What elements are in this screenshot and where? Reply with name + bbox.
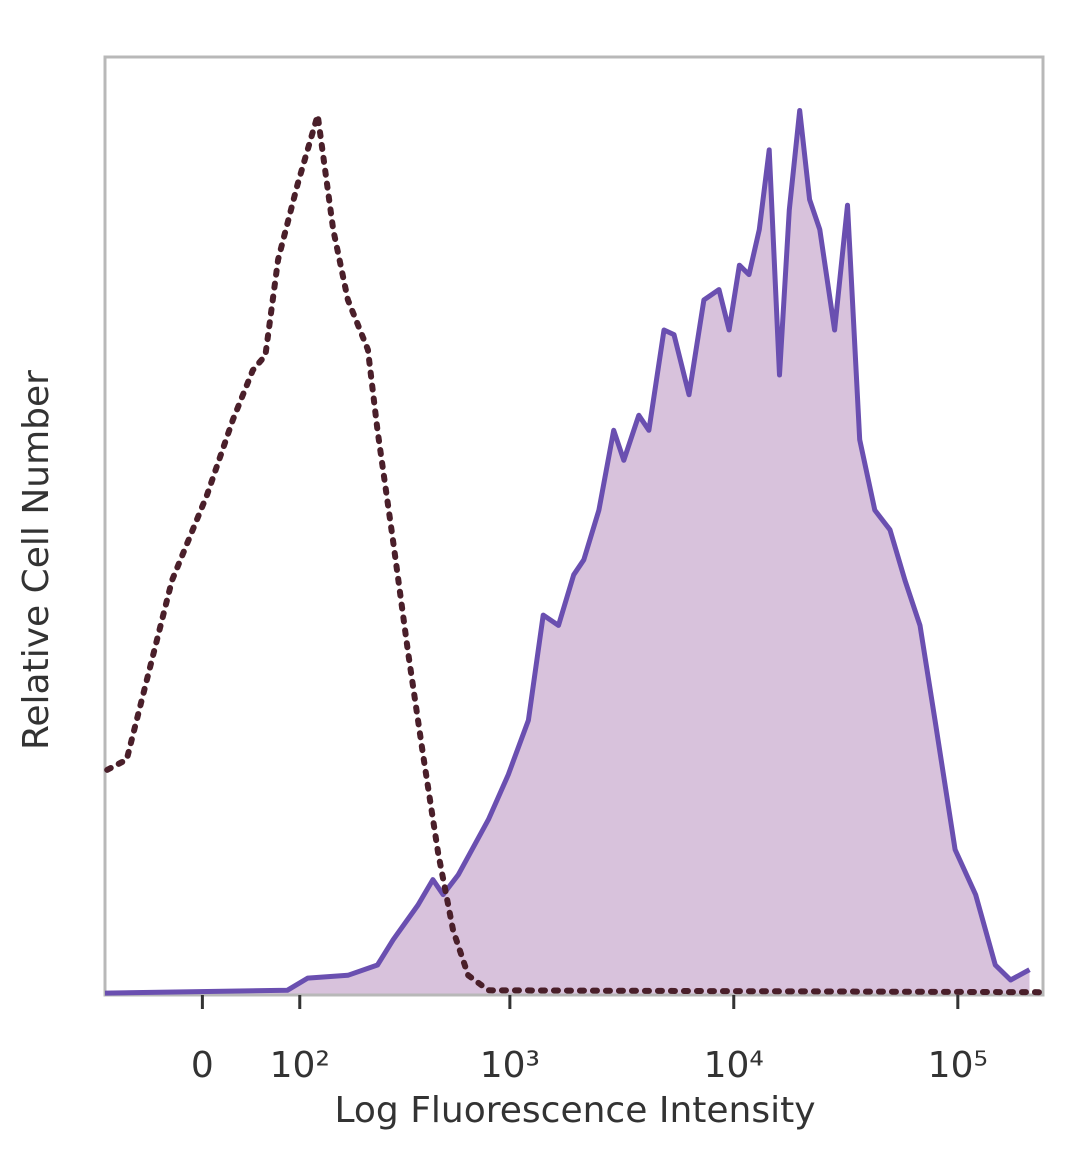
area <box>105 110 1030 995</box>
x-tick-label: 10³ <box>480 1045 540 1086</box>
plot-frame <box>103 55 1045 997</box>
x-tick-label: 10⁴ <box>704 1045 764 1086</box>
histogram-line <box>104 112 1043 996</box>
x-axis-label: Log Fluorescence Intensity <box>334 1090 815 1131</box>
x-tick-label: 0 <box>191 1045 214 1086</box>
x-tick-label: 10⁵ <box>928 1045 988 1086</box>
x-tick-label: 10² <box>270 1045 330 1086</box>
y-axis-label: Relative Cell Number <box>16 370 57 750</box>
